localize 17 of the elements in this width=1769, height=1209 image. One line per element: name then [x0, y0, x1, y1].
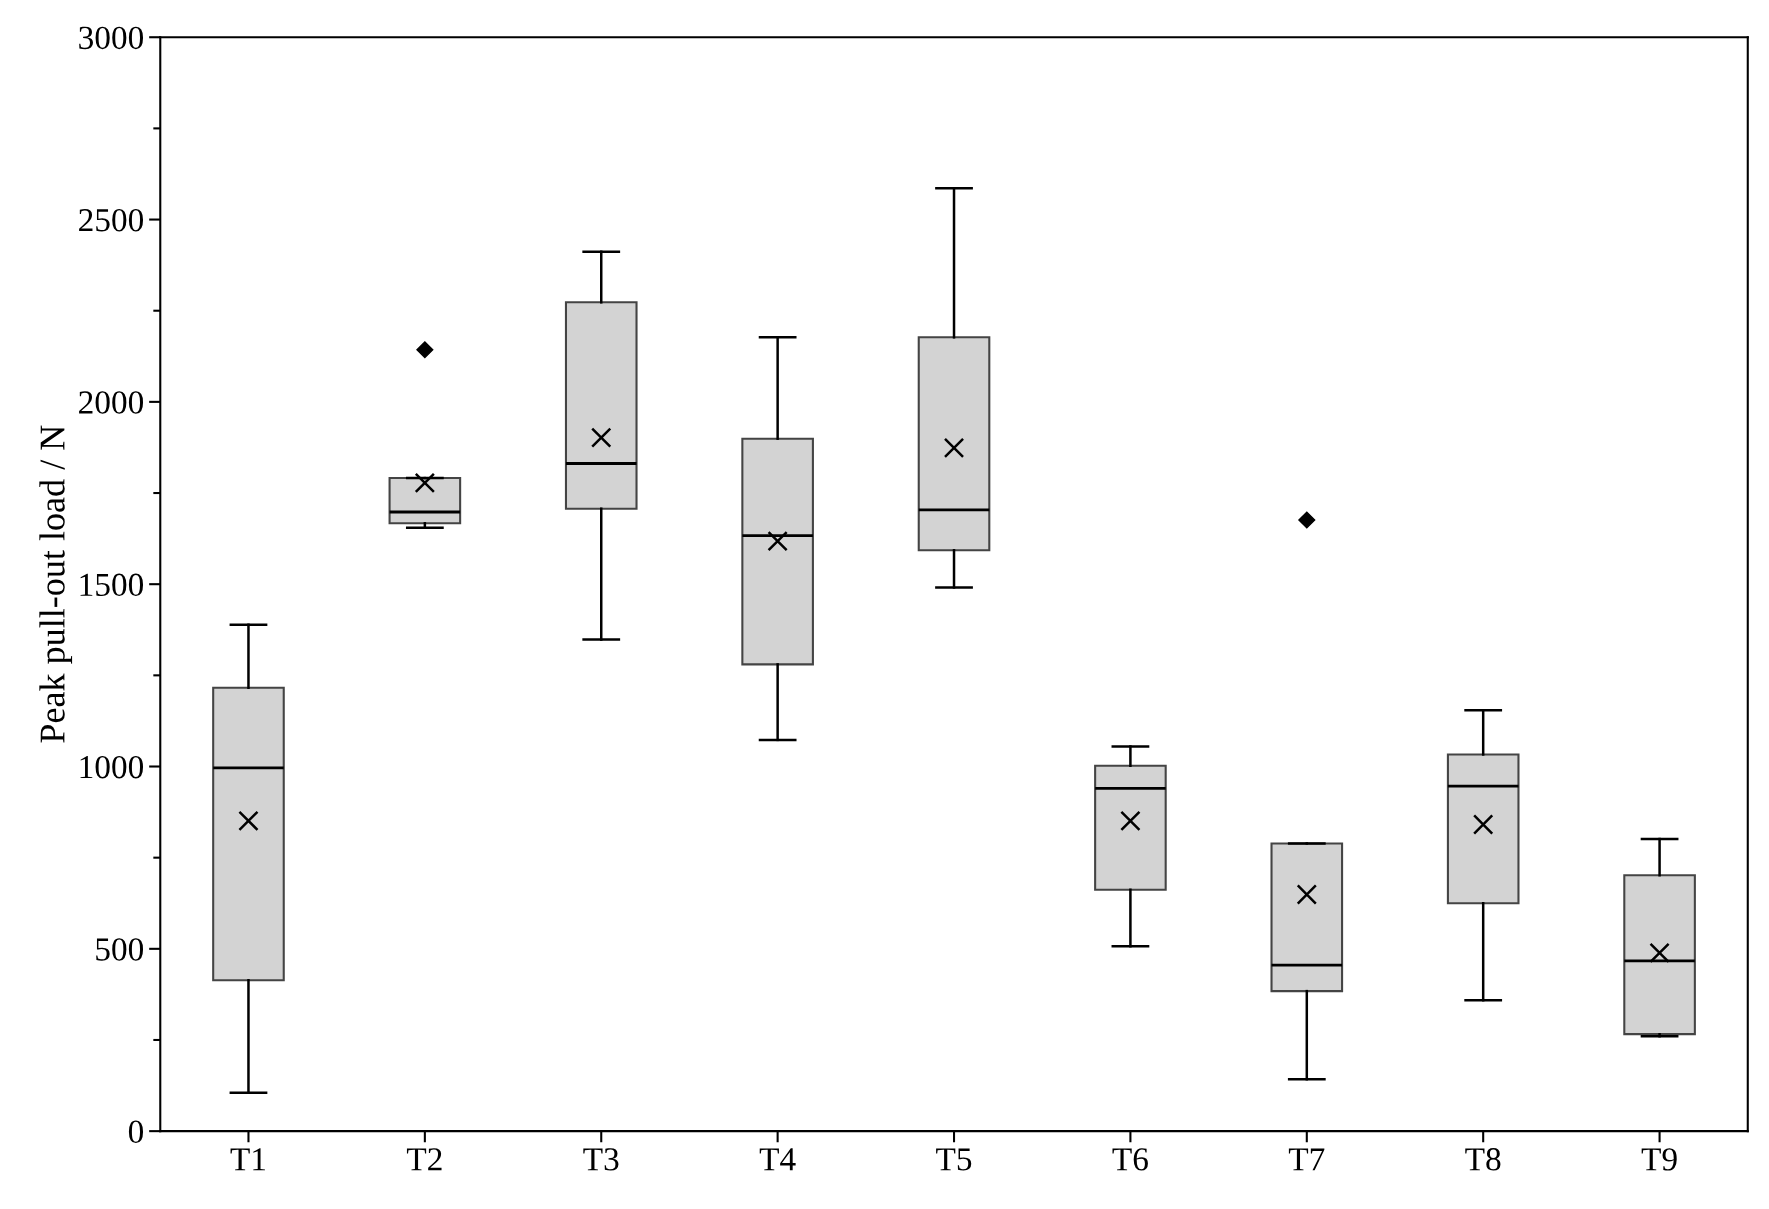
- y-tick-label: 3000: [79, 26, 144, 50]
- x-tick-label: T9: [1641, 1148, 1677, 1171]
- x-tick-label: T3: [583, 1148, 619, 1171]
- x-tick-label: T7: [1288, 1148, 1325, 1171]
- y-tick-label: 1000: [80, 755, 144, 779]
- x-tick-label: T6: [1112, 1148, 1148, 1171]
- x-tick-label: T5: [936, 1148, 972, 1171]
- x-tick-label: T2: [406, 1148, 442, 1171]
- y-tick-label: 0: [128, 1120, 144, 1144]
- x-tick-label: T8: [1465, 1148, 1501, 1171]
- y-tick-label: 2500: [79, 208, 144, 232]
- y-axis-title: Peak pull-out load / N: [39, 425, 73, 743]
- x-tick-label: T4: [759, 1148, 796, 1171]
- y-tick-label: 2000: [79, 391, 144, 414]
- y-tick-label: 500: [96, 938, 144, 961]
- x-tick-label: T1: [230, 1148, 265, 1171]
- y-tick-label: 1500: [80, 573, 144, 597]
